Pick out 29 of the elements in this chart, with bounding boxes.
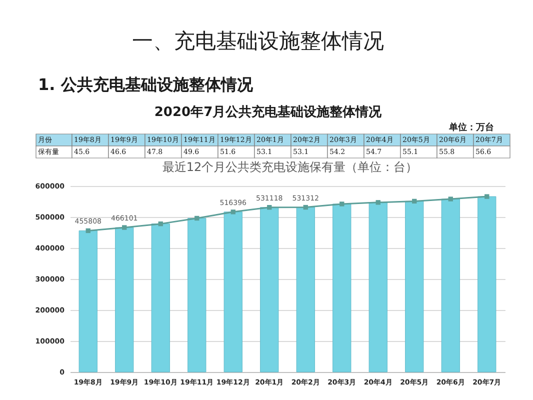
bar <box>115 227 134 372</box>
point <box>194 216 200 221</box>
bar <box>405 200 424 372</box>
text: 2020年7月公共充电基础设施整体情况 <box>154 104 383 120</box>
point <box>448 196 453 202</box>
bar <box>332 204 352 372</box>
point <box>86 228 90 234</box>
text: 1. 公共充电基础设施整体情况 <box>38 75 254 94</box>
text: 一、充电基础设施整体情况 <box>132 29 384 53</box>
point <box>158 221 163 226</box>
text: 单位：万台 <box>448 122 494 133</box>
bar <box>368 202 388 372</box>
point <box>484 194 490 199</box>
point <box>376 200 380 205</box>
bar <box>151 224 170 372</box>
point <box>267 205 272 210</box>
bar <box>296 207 315 372</box>
point <box>122 225 127 230</box>
point <box>340 202 344 206</box>
bar <box>78 230 98 372</box>
point <box>303 204 308 210</box>
bar <box>260 207 279 372</box>
bar <box>478 196 496 372</box>
point <box>230 210 236 214</box>
chart-title: 最近12个月公共类充电设施保有量（单位：台） <box>162 160 418 174</box>
bar <box>441 198 460 372</box>
point <box>412 198 417 204</box>
bar <box>224 212 242 372</box>
bar <box>188 218 206 372</box>
